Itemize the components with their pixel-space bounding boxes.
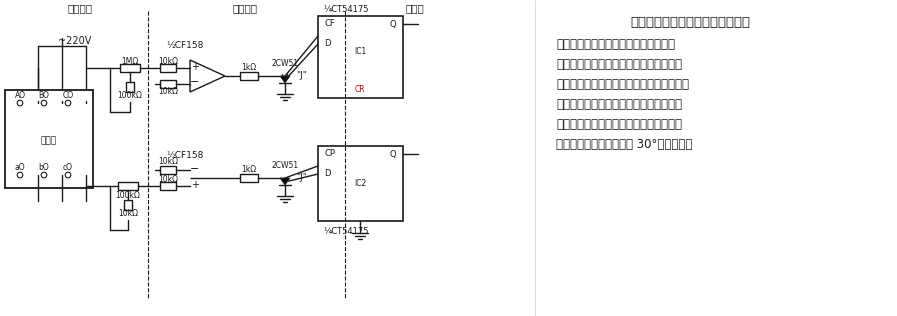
Text: 控制器: 控制器 [405,3,424,13]
Text: 次测线正弦电势。通过有限幅的过零比较: 次测线正弦电势。通过有限幅的过零比较 [556,98,682,111]
Text: 10kΩ: 10kΩ [158,88,178,96]
Bar [318,146,403,221]
Text: −: − [190,77,200,87]
Text: 10kΩ: 10kΩ [118,210,138,218]
Polygon shape [280,178,290,185]
Text: 信号取样: 信号取样 [67,3,92,13]
Text: bO: bO [39,163,49,173]
Text: cO: cO [63,163,73,173]
Text: 10kΩ: 10kΩ [158,57,178,65]
Bar [160,182,176,190]
Text: ~220V: ~220V [58,36,91,46]
Text: 与二次电势之间的相位关系。本电路采用: 与二次电势之间的相位关系。本电路采用 [556,58,682,70]
Text: D: D [324,40,330,48]
Bar [240,174,258,182]
Bar [240,72,258,80]
Text: Q: Q [389,20,396,28]
Text: 1MΩ: 1MΩ [121,57,139,65]
Text: CR: CR [354,86,365,94]
Text: 组别初次测的相位差总是 30°的整倍数。: 组别初次测的相位差总是 30°的整倍数。 [556,137,692,150]
Text: 2CW51: 2CW51 [272,59,299,69]
Bar [160,166,176,174]
Text: 1kΩ: 1kΩ [241,64,257,72]
Text: 1kΩ: 1kΩ [241,166,257,174]
Text: +: + [191,180,199,190]
Text: AO: AO [14,92,25,100]
Bar [5,90,93,188]
Text: D: D [324,169,330,179]
Text: ¼CT54175: ¼CT54175 [323,227,369,235]
Text: CF: CF [324,20,335,28]
Text: IC1: IC1 [354,47,366,57]
Text: 变压器联接组别自动判断取样电路: 变压器联接组别自动判断取样电路 [630,16,750,29]
Text: 器变换成方波后进行相位比较，确定连接: 器变换成方波后进行相位比较，确定连接 [556,118,682,131]
Text: "J": "J" [297,173,308,183]
Text: 100kΩ: 100kΩ [118,92,143,100]
Bar [120,64,140,72]
Bar [318,16,403,98]
Text: Q: Q [389,149,396,159]
Bar [160,64,176,72]
Bar [118,182,138,190]
Text: −: − [190,164,200,174]
Polygon shape [280,76,290,83]
Text: CP: CP [324,149,335,159]
Text: +: + [191,62,199,72]
Text: 2CW51: 2CW51 [272,161,299,171]
Text: ¼CT54175: ¼CT54175 [323,5,369,15]
Text: CO: CO [63,92,74,100]
Text: 变压器: 变压器 [41,137,57,145]
Text: "J": "J" [297,71,308,81]
Bar [124,200,132,210]
Text: 10kΩ: 10kΩ [158,157,178,167]
Text: BO: BO [39,92,49,100]
Text: ½CF158: ½CF158 [166,41,204,51]
Polygon shape [190,60,225,92]
Text: aO: aO [14,163,25,173]
Text: 接入电阻的方法来获取任意一组对应的初、: 接入电阻的方法来获取任意一组对应的初、 [556,77,689,90]
Text: 变压器的连接组别是指测定初级线电势: 变压器的连接组别是指测定初级线电势 [556,38,675,51]
Bar [126,82,134,92]
Text: 100kΩ: 100kΩ [116,191,141,199]
Text: IC2: IC2 [354,179,366,189]
Text: 波形变换: 波形变换 [232,3,257,13]
Text: ½CF158: ½CF158 [166,151,204,161]
Bar [160,80,176,88]
Text: 10kΩ: 10kΩ [158,174,178,184]
